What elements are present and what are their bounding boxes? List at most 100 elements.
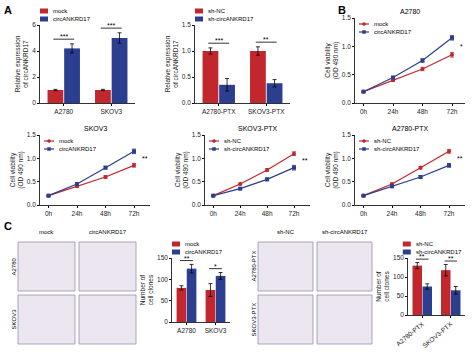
svg-text:0.5: 0.5 (182, 73, 191, 80)
svg-text:Number ofcell clones: Number ofcell clones (375, 271, 390, 302)
svg-text:circANKRD17: circANKRD17 (53, 16, 91, 22)
svg-text:A2780: A2780 (177, 327, 196, 334)
svg-text:**: ** (302, 157, 308, 164)
svg-text:sh-NC: sh-NC (277, 229, 295, 235)
svg-text:24h: 24h (72, 210, 83, 217)
svg-text:***: *** (215, 37, 223, 44)
svg-text:150: 150 (393, 254, 404, 261)
svg-text:0.0: 0.0 (342, 201, 351, 208)
svg-text:0.5: 0.5 (27, 178, 36, 185)
svg-text:50: 50 (397, 292, 405, 299)
svg-text:A2780: A2780 (54, 108, 73, 115)
svg-text:circANKRD17: circANKRD17 (374, 29, 412, 35)
svg-text:Cell viability(OD 490 nm): Cell viability(OD 490 nm) (324, 42, 340, 80)
svg-text:A: A (4, 4, 12, 16)
svg-text:**: ** (263, 36, 269, 43)
svg-text:**: ** (457, 155, 463, 162)
svg-text:circANKRD17: circANKRD17 (89, 229, 127, 235)
svg-text:sh-circANKRD17: sh-circANKRD17 (208, 16, 254, 22)
svg-text:mock: mock (374, 21, 389, 27)
svg-text:72h: 72h (447, 108, 458, 115)
svg-text:1.5: 1.5 (342, 14, 351, 21)
svg-text:48h: 48h (415, 210, 426, 217)
svg-text:sh-NC: sh-NC (224, 138, 242, 144)
svg-text:SKOV3: SKOV3 (205, 327, 227, 334)
svg-text:72h: 72h (289, 210, 300, 217)
svg-text:0h: 0h (210, 210, 218, 217)
svg-text:Cell viability(OD 490 nm): Cell viability(OD 490 nm) (324, 151, 340, 189)
svg-text:B: B (338, 4, 346, 16)
svg-text:150: 150 (157, 254, 168, 261)
svg-text:SKOV3-PTX: SKOV3-PTX (248, 108, 285, 115)
svg-text:1.0: 1.0 (182, 47, 191, 54)
svg-text:1.0: 1.0 (342, 43, 351, 50)
svg-text:0: 0 (400, 311, 404, 318)
svg-text:mock: mock (59, 138, 74, 144)
svg-text:48h: 48h (417, 108, 428, 115)
svg-text:SKOV3-PTX: SKOV3-PTX (421, 320, 454, 349)
svg-text:24h: 24h (387, 210, 398, 217)
svg-text:0.0: 0.0 (27, 201, 36, 208)
svg-text:Cell viability(OD 490 nm): Cell viability(OD 490 nm) (174, 151, 190, 189)
svg-text:sh-circANKRD17: sh-circANKRD17 (322, 229, 368, 235)
svg-text:sh-NC: sh-NC (208, 8, 226, 14)
svg-text:1.5: 1.5 (342, 131, 351, 138)
svg-text:**: ** (448, 255, 454, 262)
svg-text:A2780-PTX: A2780-PTX (395, 320, 426, 347)
svg-text:72h: 72h (444, 210, 455, 217)
svg-text:1.0: 1.0 (27, 155, 36, 162)
svg-text:**: ** (419, 253, 425, 260)
svg-text:100: 100 (393, 273, 404, 280)
svg-text:1.5: 1.5 (27, 131, 36, 138)
svg-text:circANKRD17: circANKRD17 (185, 249, 223, 255)
svg-text:SKOV3: SKOV3 (100, 108, 122, 115)
svg-text:sh-circANKRD17: sh-circANKRD17 (224, 146, 270, 152)
svg-text:0.0: 0.0 (182, 99, 191, 106)
svg-text:sh-NC: sh-NC (416, 241, 434, 247)
svg-text:A2780: A2780 (11, 257, 17, 275)
svg-text:48h: 48h (100, 210, 111, 217)
svg-text:4: 4 (32, 47, 36, 54)
svg-text:1.5: 1.5 (192, 131, 201, 138)
svg-text:0h: 0h (45, 210, 53, 217)
svg-text:A2780-PTX: A2780-PTX (392, 125, 429, 132)
svg-text:C: C (4, 220, 12, 232)
svg-text:*: * (460, 43, 463, 50)
svg-text:**: ** (142, 155, 148, 162)
svg-text:1.0: 1.0 (342, 155, 351, 162)
svg-text:Relative expressionof circANKR: Relative expressionof circANKRD17 (14, 35, 29, 92)
svg-text:0: 0 (164, 318, 168, 325)
svg-text:mock: mock (185, 241, 200, 247)
svg-text:48h: 48h (262, 210, 273, 217)
svg-text:sh-NC: sh-NC (374, 138, 392, 144)
svg-text:0.5: 0.5 (342, 178, 351, 185)
svg-text:6: 6 (32, 21, 36, 28)
svg-text:***: *** (60, 33, 68, 40)
svg-text:A2780-PTX: A2780-PTX (251, 250, 257, 281)
svg-text:0h: 0h (360, 210, 368, 217)
svg-text:A2780: A2780 (400, 8, 420, 15)
svg-text:24h: 24h (388, 108, 399, 115)
svg-text:50: 50 (161, 297, 169, 304)
svg-text:2: 2 (32, 73, 36, 80)
svg-text:SKOV3: SKOV3 (11, 309, 17, 330)
svg-text:0.5: 0.5 (192, 178, 201, 185)
svg-text:A2780-PTX: A2780-PTX (202, 108, 236, 115)
svg-text:mock: mock (39, 229, 54, 235)
svg-text:sh-circANKRD17: sh-circANKRD17 (416, 249, 462, 255)
svg-text:Cell viability(OD 490 nm): Cell viability(OD 490 nm) (9, 151, 25, 189)
svg-text:0.0: 0.0 (192, 201, 201, 208)
svg-text:Relative expressionof circANKR: Relative expressionof circANKRD17 (164, 35, 179, 92)
svg-text:0: 0 (32, 99, 36, 106)
svg-text:24h: 24h (235, 210, 246, 217)
svg-text:Number ofcell clones: Number ofcell clones (139, 274, 154, 305)
svg-text:**: ** (184, 255, 190, 262)
svg-text:mock: mock (53, 8, 68, 14)
svg-text:circANKRD17: circANKRD17 (59, 146, 97, 152)
svg-text:0.5: 0.5 (342, 71, 351, 78)
svg-text:SKOV3-PTX: SKOV3-PTX (238, 125, 278, 132)
svg-text:0.0: 0.0 (342, 99, 351, 106)
svg-text:sh-circANKRD17: sh-circANKRD17 (374, 146, 420, 152)
svg-text:1.5: 1.5 (182, 21, 191, 28)
svg-text:72h: 72h (129, 210, 140, 217)
